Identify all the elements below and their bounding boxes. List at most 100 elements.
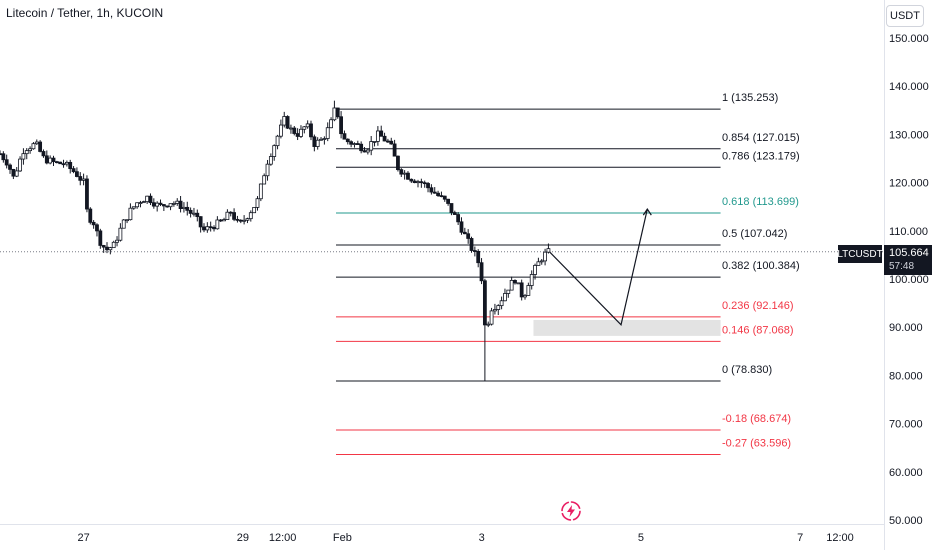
candle-body: [111, 241, 116, 249]
candle-body: [268, 156, 273, 165]
candle-body: [449, 203, 454, 213]
candle-body: [4, 159, 9, 166]
currency-button[interactable]: USDT: [886, 5, 924, 27]
candle-body: [319, 138, 323, 141]
candle-body: [195, 212, 200, 218]
candle-body: [399, 169, 404, 175]
candle-body: [192, 212, 196, 215]
fib-level-label: 0.854 (127.015): [722, 132, 800, 144]
fib-level-label: -0.27 (63.596): [722, 437, 791, 449]
candle-body: [88, 208, 93, 223]
candle-body: [61, 163, 66, 166]
candle-body: [482, 280, 487, 326]
candle-body: [232, 212, 236, 220]
lightning-logo-icon[interactable]: [560, 500, 582, 522]
fib-level-label: 0 (78.830): [722, 364, 772, 376]
candle-body: [158, 202, 163, 205]
price-tick-label: 110.000: [889, 226, 928, 238]
candle-body: [185, 206, 190, 211]
candle-body: [81, 178, 86, 181]
candle-body: [118, 227, 123, 241]
candle-body: [493, 309, 497, 312]
candle-body: [279, 124, 283, 137]
candle-body: [108, 247, 113, 251]
candle-body: [355, 143, 360, 145]
candle-body: [375, 130, 380, 142]
candle-body: [392, 143, 397, 157]
candle-body: [486, 323, 491, 326]
candle-body: [519, 282, 524, 298]
candle-body: [285, 116, 290, 129]
candle-body: [289, 127, 293, 130]
price-tick-label: 130.000: [889, 129, 929, 141]
price-tick-label: 100.000: [889, 274, 929, 286]
candle-body: [335, 107, 340, 118]
candle-body: [228, 211, 233, 214]
candle-body: [379, 130, 384, 137]
candle-body: [349, 141, 354, 145]
fib-level-label: 0.146 (87.068): [722, 324, 794, 336]
candle-body: [58, 161, 63, 165]
candle-body: [456, 214, 461, 223]
candle-body: [78, 176, 83, 181]
candle-body: [175, 200, 180, 204]
candle-body: [292, 127, 297, 134]
candle-body: [34, 141, 39, 145]
candle-body: [362, 150, 367, 153]
candle-body: [516, 282, 521, 285]
candle-body: [105, 246, 109, 251]
candle-body: [171, 203, 176, 205]
candle-body: [71, 168, 76, 173]
candle-body: [38, 141, 43, 152]
candle-body: [131, 206, 136, 209]
candle-body: [406, 172, 410, 180]
candle-body: [426, 183, 430, 189]
price-tick-label: 120.000: [889, 178, 929, 190]
price-tick-label: 70.000: [889, 419, 923, 431]
fib-level-label: 0.618 (113.699): [722, 196, 799, 208]
fib-level-label: -0.18 (68.674): [722, 413, 791, 425]
candle-body: [0, 153, 2, 156]
candle-body: [242, 219, 247, 222]
projection-line: [548, 208, 648, 326]
candle-body: [412, 180, 417, 184]
candle-body: [262, 175, 267, 185]
candle-body: [312, 136, 317, 147]
candle-body: [322, 138, 327, 140]
candle-body: [295, 133, 300, 137]
chart-title: Litecoin / Tether, 1h, KUCOIN: [6, 6, 164, 20]
candle-body: [91, 221, 96, 226]
candle-body: [309, 123, 313, 138]
candle-body: [526, 285, 531, 296]
candle-body: [479, 262, 484, 282]
candle-body: [24, 150, 29, 155]
candle-body: [202, 226, 206, 231]
candle-body: [472, 250, 477, 252]
candle-body: [151, 202, 156, 207]
time-tick-label: 5: [638, 532, 644, 544]
candle-body: [258, 183, 263, 200]
candle-body: [54, 161, 59, 164]
candle-body: [442, 195, 447, 200]
candles: [0, 100, 551, 382]
candle-body: [188, 209, 193, 214]
candle-body: [329, 119, 333, 129]
candle-body: [496, 305, 501, 310]
candle-body: [205, 226, 210, 231]
candle-body: [432, 191, 437, 194]
candle-body: [11, 168, 16, 177]
candle-body: [1, 153, 6, 161]
candle-body: [439, 195, 444, 198]
candle-body: [245, 218, 250, 221]
candle-body: [513, 279, 517, 284]
candle-body: [325, 127, 330, 139]
candle-body: [148, 195, 153, 204]
candle-body: [138, 202, 143, 204]
candle-body: [499, 300, 504, 307]
price-tick-label: 50.000: [889, 515, 923, 527]
candle-body: [489, 310, 494, 325]
candle-body: [198, 216, 203, 228]
candle-body: [235, 218, 240, 221]
candle-body: [85, 178, 89, 210]
